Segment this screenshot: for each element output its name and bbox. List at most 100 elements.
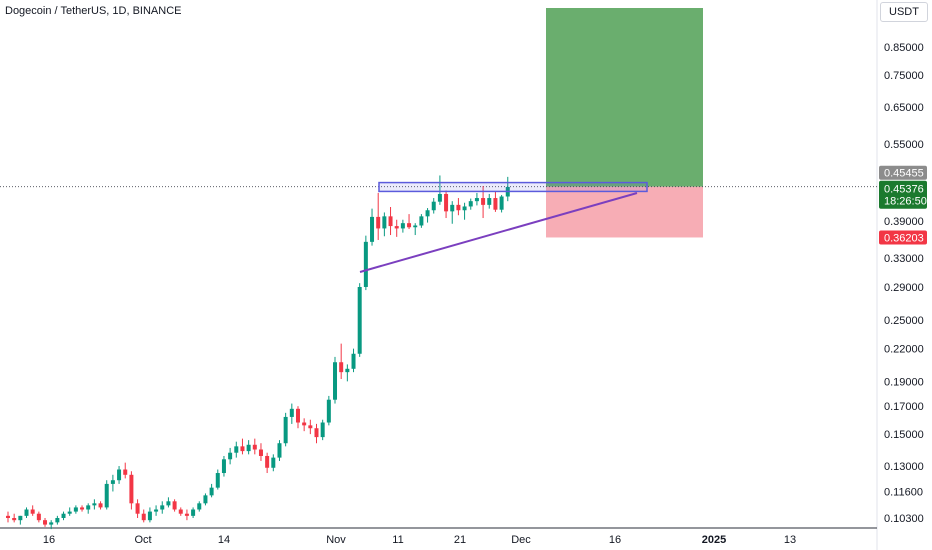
candle-body[interactable] — [98, 503, 103, 508]
candle-body[interactable] — [314, 428, 319, 438]
candle-body[interactable] — [234, 446, 239, 453]
candle-body[interactable] — [295, 408, 300, 423]
candle-body[interactable] — [246, 444, 251, 452]
candle-body[interactable] — [363, 241, 368, 287]
candle-body[interactable] — [474, 198, 479, 202]
candle-body[interactable] — [400, 223, 405, 229]
candle-body[interactable] — [333, 362, 338, 400]
candle-body[interactable] — [289, 408, 294, 417]
candle-body[interactable] — [456, 204, 461, 211]
candle-body[interactable] — [147, 511, 152, 521]
y-tick-label: 0.11600 — [884, 486, 923, 498]
candle-body[interactable] — [376, 216, 381, 229]
candle-body[interactable] — [36, 513, 41, 521]
candle-body[interactable] — [487, 198, 492, 205]
candle-body[interactable] — [24, 509, 29, 516]
candle-body[interactable] — [394, 226, 399, 229]
candle-body[interactable] — [160, 505, 165, 510]
candle-body[interactable] — [141, 513, 146, 521]
x-tick-label: 11 — [392, 534, 403, 546]
candle-body[interactable] — [388, 216, 393, 227]
candle-body[interactable] — [172, 501, 177, 510]
y-tick-label: 0.10300 — [884, 513, 924, 525]
previous-close-value: 0.45455 — [884, 168, 924, 180]
candle-body[interactable] — [135, 503, 140, 514]
candle-body[interactable] — [339, 362, 344, 373]
candle-body[interactable] — [80, 507, 85, 510]
candle-body[interactable] — [345, 368, 350, 373]
candle-body[interactable] — [215, 473, 220, 488]
candle-body[interactable] — [221, 459, 226, 474]
candle-body[interactable] — [462, 206, 467, 211]
candle-body[interactable] — [357, 286, 362, 354]
candle-body[interactable] — [407, 223, 412, 228]
candle-body[interactable] — [197, 503, 202, 510]
candle-body[interactable] — [240, 446, 245, 452]
candle-body[interactable] — [18, 515, 23, 521]
ascending-trendline[interactable] — [359, 192, 638, 273]
currency-selector[interactable]: USDT — [880, 2, 928, 22]
candle-body[interactable] — [55, 518, 60, 523]
candle-body[interactable] — [437, 193, 442, 202]
candle-body[interactable] — [326, 399, 331, 423]
candle-body[interactable] — [104, 483, 109, 508]
candle-body[interactable] — [252, 444, 257, 450]
candle-body[interactable] — [283, 416, 288, 444]
candle-body[interactable] — [110, 480, 115, 484]
candle-body[interactable] — [6, 515, 10, 518]
candle-body[interactable] — [351, 353, 356, 369]
x-tick-label: 16 — [43, 534, 55, 546]
candle-body[interactable] — [468, 201, 473, 207]
candle-body[interactable] — [86, 505, 91, 510]
candle-body[interactable] — [92, 503, 97, 506]
candle-body[interactable] — [30, 509, 35, 514]
x-tick-label: 13 — [784, 534, 796, 546]
candle-body[interactable] — [129, 474, 134, 504]
candle-body[interactable] — [61, 513, 66, 518]
candle-body[interactable] — [382, 216, 387, 229]
candle-body[interactable] — [49, 522, 54, 525]
x-tick-label: 16 — [609, 534, 621, 546]
candle-body[interactable] — [265, 455, 270, 468]
candle-body[interactable] — [166, 501, 171, 506]
candle-body[interactable] — [450, 204, 455, 212]
y-tick-label: 0.25000 — [884, 315, 924, 327]
candle-body[interactable] — [413, 225, 418, 228]
candle-body[interactable] — [43, 520, 48, 525]
candle-body[interactable] — [444, 193, 449, 212]
candle-body[interactable] — [123, 469, 128, 475]
candle-body[interactable] — [302, 422, 307, 426]
candle-body[interactable] — [184, 513, 189, 516]
candle-body[interactable] — [73, 507, 78, 512]
x-tick-label: Oct — [134, 534, 151, 546]
candle-body[interactable] — [12, 518, 17, 521]
candle-body[interactable] — [228, 452, 233, 460]
candle-body[interactable] — [258, 449, 263, 456]
y-tick-label: 0.13000 — [884, 461, 924, 473]
candle-body[interactable] — [425, 210, 430, 217]
candle-body[interactable] — [67, 511, 72, 514]
candle-body[interactable] — [277, 443, 282, 458]
candle-body[interactable] — [154, 509, 159, 512]
y-tick-label: 0.85000 — [884, 42, 924, 54]
candle-body[interactable] — [117, 469, 122, 481]
candle-body[interactable] — [308, 425, 313, 429]
candle-body[interactable] — [191, 509, 196, 516]
last-price-value: 0.45376 — [884, 184, 924, 196]
candle-body[interactable] — [493, 198, 498, 210]
candle-body[interactable] — [499, 196, 504, 210]
candle-body[interactable] — [370, 216, 375, 242]
candle-body[interactable] — [178, 509, 183, 514]
previous-close-tag — [879, 165, 927, 180]
candle-body[interactable] — [320, 422, 325, 438]
candle-body[interactable] — [271, 457, 276, 468]
candle-body[interactable] — [209, 487, 214, 496]
candle-body[interactable] — [203, 495, 208, 504]
candle-body[interactable] — [431, 201, 436, 211]
candle-body[interactable] — [419, 216, 424, 226]
profit-zone[interactable] — [546, 8, 703, 187]
candle-body[interactable] — [481, 198, 486, 205]
y-tick-label: 0.75000 — [884, 70, 924, 82]
resistance-box[interactable] — [378, 181, 648, 193]
